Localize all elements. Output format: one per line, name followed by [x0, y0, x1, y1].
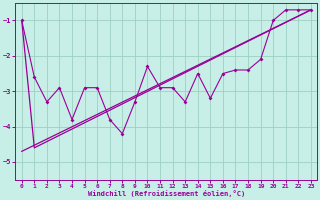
X-axis label: Windchill (Refroidissement éolien,°C): Windchill (Refroidissement éolien,°C)	[88, 190, 245, 197]
